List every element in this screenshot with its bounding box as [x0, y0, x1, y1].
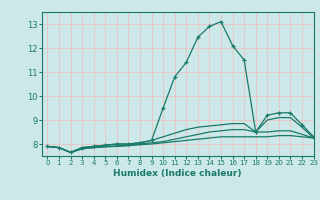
- X-axis label: Humidex (Indice chaleur): Humidex (Indice chaleur): [113, 169, 242, 178]
